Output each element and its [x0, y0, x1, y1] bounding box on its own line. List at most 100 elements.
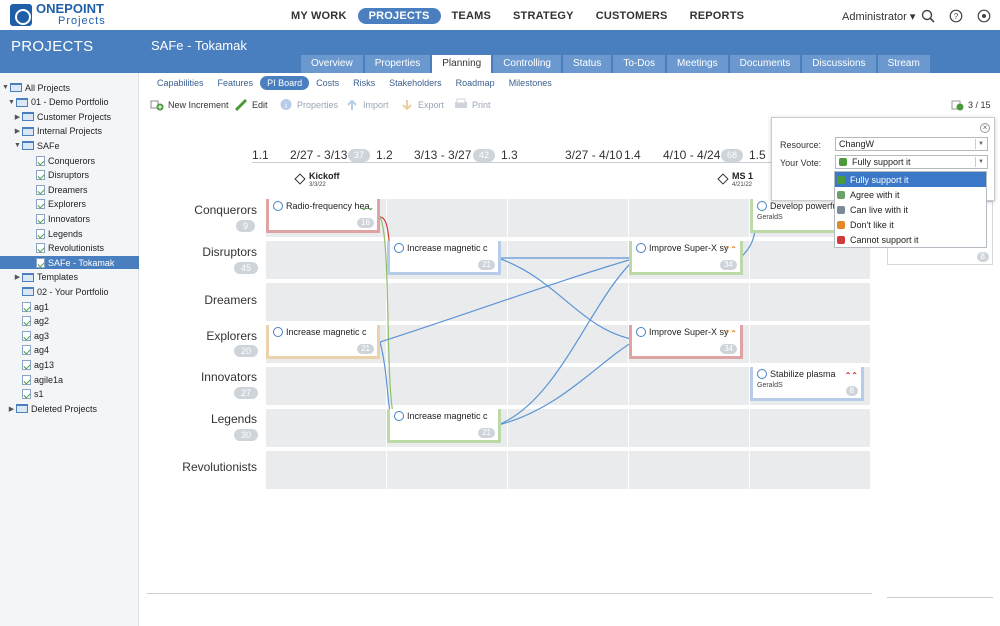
subtab-roadmap[interactable]: Roadmap	[455, 78, 495, 88]
vote-option[interactable]: Cannot support it	[835, 232, 986, 247]
tree-item[interactable]: ▶ Internal Projects	[14, 125, 102, 138]
tree-item[interactable]: ▶ Templates	[14, 271, 78, 284]
nav-reports[interactable]: REPORTS	[689, 10, 745, 22]
tree-item[interactable]: ag1	[14, 300, 49, 313]
milestone[interactable]: Kickoff 3/3/22	[294, 172, 340, 189]
team-name[interactable]: Explorers	[206, 329, 257, 343]
tab-stream[interactable]: Stream	[877, 55, 930, 73]
tree-item[interactable]: ag13	[14, 358, 54, 371]
feature-card[interactable]: Increase magnetic c 21	[387, 241, 501, 275]
import-button[interactable]: Import	[345, 98, 389, 111]
tab-properties[interactable]: Properties	[364, 55, 431, 73]
tree-item[interactable]: ag2	[14, 315, 49, 328]
export-button[interactable]: Export	[400, 98, 444, 111]
tree-item[interactable]: ▼ SAFe	[14, 139, 59, 152]
expand-icon[interactable]: ▼	[14, 142, 21, 150]
subtab-costs[interactable]: Costs	[316, 78, 340, 88]
tree-item[interactable]: ▶ Deleted Projects	[8, 402, 97, 415]
team-name[interactable]: Innovators	[200, 370, 257, 384]
team-name[interactable]: Disruptors	[202, 245, 257, 259]
collapse-icon[interactable]: ▶	[8, 405, 15, 413]
settings-icon[interactable]	[977, 9, 991, 23]
feature-card[interactable]: Improve Super-X sy ⌃⌃ 34	[629, 241, 743, 275]
collapse-icon[interactable]: ▶	[14, 128, 21, 136]
tree-item[interactable]: ag4	[14, 344, 49, 357]
search-icon[interactable]	[921, 9, 935, 23]
edit-button[interactable]: Edit	[234, 98, 268, 111]
new-increment-button[interactable]: New Increment	[150, 98, 229, 111]
properties-button[interactable]: i Properties	[279, 98, 338, 111]
iteration-range[interactable]: 3/27 - 4/10	[565, 148, 623, 162]
vote-select[interactable]: Fully support it ▼	[835, 155, 988, 169]
nav-teams[interactable]: TEAMS	[451, 10, 491, 22]
print-button[interactable]: Print	[454, 98, 491, 111]
subtab-stakeholders[interactable]: Stakeholders	[389, 78, 442, 88]
folder-icon	[22, 287, 34, 297]
tab-controlling[interactable]: Controlling	[493, 55, 561, 73]
tab-todos[interactable]: To-Dos	[613, 55, 666, 73]
subtab-pi-board[interactable]: PI Board	[260, 76, 310, 90]
iteration-range[interactable]: 3/13 - 3/27	[414, 148, 472, 162]
expand-icon[interactable]: ▼	[8, 98, 15, 106]
vote-option[interactable]: Fully support it	[835, 172, 986, 187]
iteration-range[interactable]: 2/27 - 3/13	[290, 148, 348, 162]
tree-item[interactable]: SAFe - Tokamak	[0, 256, 139, 270]
close-icon[interactable]: ×	[980, 123, 990, 133]
tree-item[interactable]: s1	[14, 388, 44, 401]
team-name[interactable]: Legends	[210, 412, 257, 426]
tree-item[interactable]: ▼ 01 - Demo Portfolio	[8, 96, 109, 109]
horizontal-scrollbar[interactable]	[887, 597, 993, 598]
tree-item[interactable]: Legends	[28, 227, 83, 240]
feature-card[interactable]: Improve Super-X sy ⌃⌃ 34	[629, 325, 743, 359]
tree-item[interactable]: Innovators	[28, 212, 90, 225]
collapse-icon[interactable]: ▶	[14, 113, 21, 121]
tab-meetings[interactable]: Meetings	[667, 55, 728, 73]
tree-item[interactable]: Disruptors	[28, 169, 89, 182]
tab-documents[interactable]: Documents	[729, 55, 801, 73]
team-name[interactable]: Revolutionists	[182, 460, 257, 474]
team-name[interactable]: Dreamers	[204, 293, 257, 307]
help-icon[interactable]: ?	[949, 9, 963, 23]
resource-select[interactable]: ChangW ▼	[835, 137, 988, 151]
subtab-features[interactable]: Features	[217, 78, 254, 88]
nav-customers[interactable]: CUSTOMERS	[595, 10, 668, 22]
milestone[interactable]: MS 1 4/21/22	[717, 172, 753, 189]
nav-my-work[interactable]: MY WORK	[291, 10, 347, 22]
resource-value: ChangW	[839, 139, 875, 149]
tree-item[interactable]: 02 - Your Portfolio	[14, 285, 109, 298]
tree-item[interactable]: agile1a	[14, 373, 63, 386]
tree-item[interactable]: Dreamers	[28, 183, 88, 196]
collapse-icon[interactable]: ▶	[14, 274, 21, 282]
logo-icon[interactable]	[10, 4, 32, 26]
feature-card[interactable]: Increase magnetic c 21	[387, 409, 501, 443]
tab-planning[interactable]: Planning	[432, 55, 492, 73]
feature-card[interactable]: Increase magnetic c 21	[266, 325, 380, 359]
iteration-range[interactable]: 4/10 - 4/24	[663, 148, 721, 162]
user-menu[interactable]: Administrator ▾	[842, 11, 916, 23]
team-points: 9	[236, 220, 256, 232]
subtab-milestones[interactable]: Milestones	[508, 78, 552, 88]
subtab-capabilities[interactable]: Capabilities	[157, 78, 204, 88]
horizontal-scrollbar[interactable]	[147, 593, 872, 594]
tree-item-label: Revolutionists	[48, 243, 105, 254]
vote-option[interactable]: Can live with it	[835, 202, 986, 217]
tree-item[interactable]: ag3	[14, 329, 49, 342]
tree-item[interactable]: Revolutionists	[28, 242, 104, 255]
expand-icon[interactable]: ▼	[2, 84, 9, 91]
tree-item[interactable]: Conquerors	[28, 154, 95, 167]
vote-option[interactable]: Agree with it	[835, 187, 986, 202]
feature-card[interactable]: Radio-frequency hea ⌄⌄ 16	[266, 199, 380, 233]
tab-overview[interactable]: Overview	[301, 55, 363, 73]
vote-counter[interactable]: 3 / 15	[950, 98, 991, 111]
tab-status[interactable]: Status	[563, 55, 612, 73]
nav-projects[interactable]: PROJECTS	[357, 8, 441, 24]
tab-discussions[interactable]: Discussions	[802, 55, 876, 73]
team-name[interactable]: Conquerors	[194, 203, 257, 217]
tree-item[interactable]: Explorers	[28, 198, 86, 211]
vote-option[interactable]: Don't like it	[835, 217, 986, 232]
nav-strategy[interactable]: STRATEGY	[513, 10, 574, 22]
feature-card[interactable]: Stabilize plasma GeraldS ⌃⌃ 8	[750, 367, 864, 401]
subtab-risks[interactable]: Risks	[353, 78, 376, 88]
tree-item[interactable]: ▶ Customer Projects	[14, 110, 111, 123]
tree-item[interactable]: ▼ All Projects	[2, 81, 70, 94]
